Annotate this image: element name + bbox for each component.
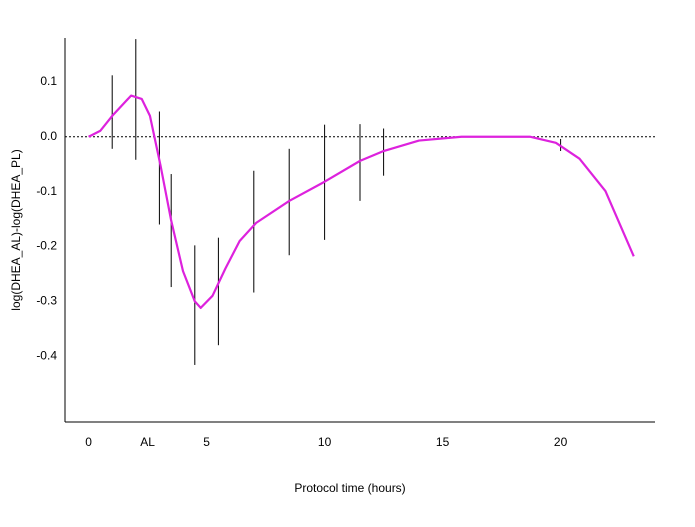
x-tick-label: 0 bbox=[85, 435, 92, 449]
x-tick-label: AL bbox=[140, 435, 155, 449]
x-tick-label: 15 bbox=[436, 435, 450, 449]
y-tick-label: -0.2 bbox=[36, 239, 57, 253]
x-axis-label: Protocol time (hours) bbox=[294, 481, 405, 495]
x-tick-label: 20 bbox=[554, 435, 568, 449]
y-tick-label: 0.1 bbox=[40, 74, 57, 88]
y-tick-label: -0.4 bbox=[36, 348, 57, 362]
curve bbox=[88, 94, 635, 309]
y-axis-label: log(DHEA_AL)-log(DHEA_PL) bbox=[9, 149, 23, 310]
x-tick-label: 10 bbox=[318, 435, 332, 449]
y-tick-label: -0.1 bbox=[36, 184, 57, 198]
y-tick-label: 0.0 bbox=[40, 129, 57, 143]
y-tick-label: -0.3 bbox=[36, 293, 57, 307]
x-tick-label: 5 bbox=[203, 435, 210, 449]
